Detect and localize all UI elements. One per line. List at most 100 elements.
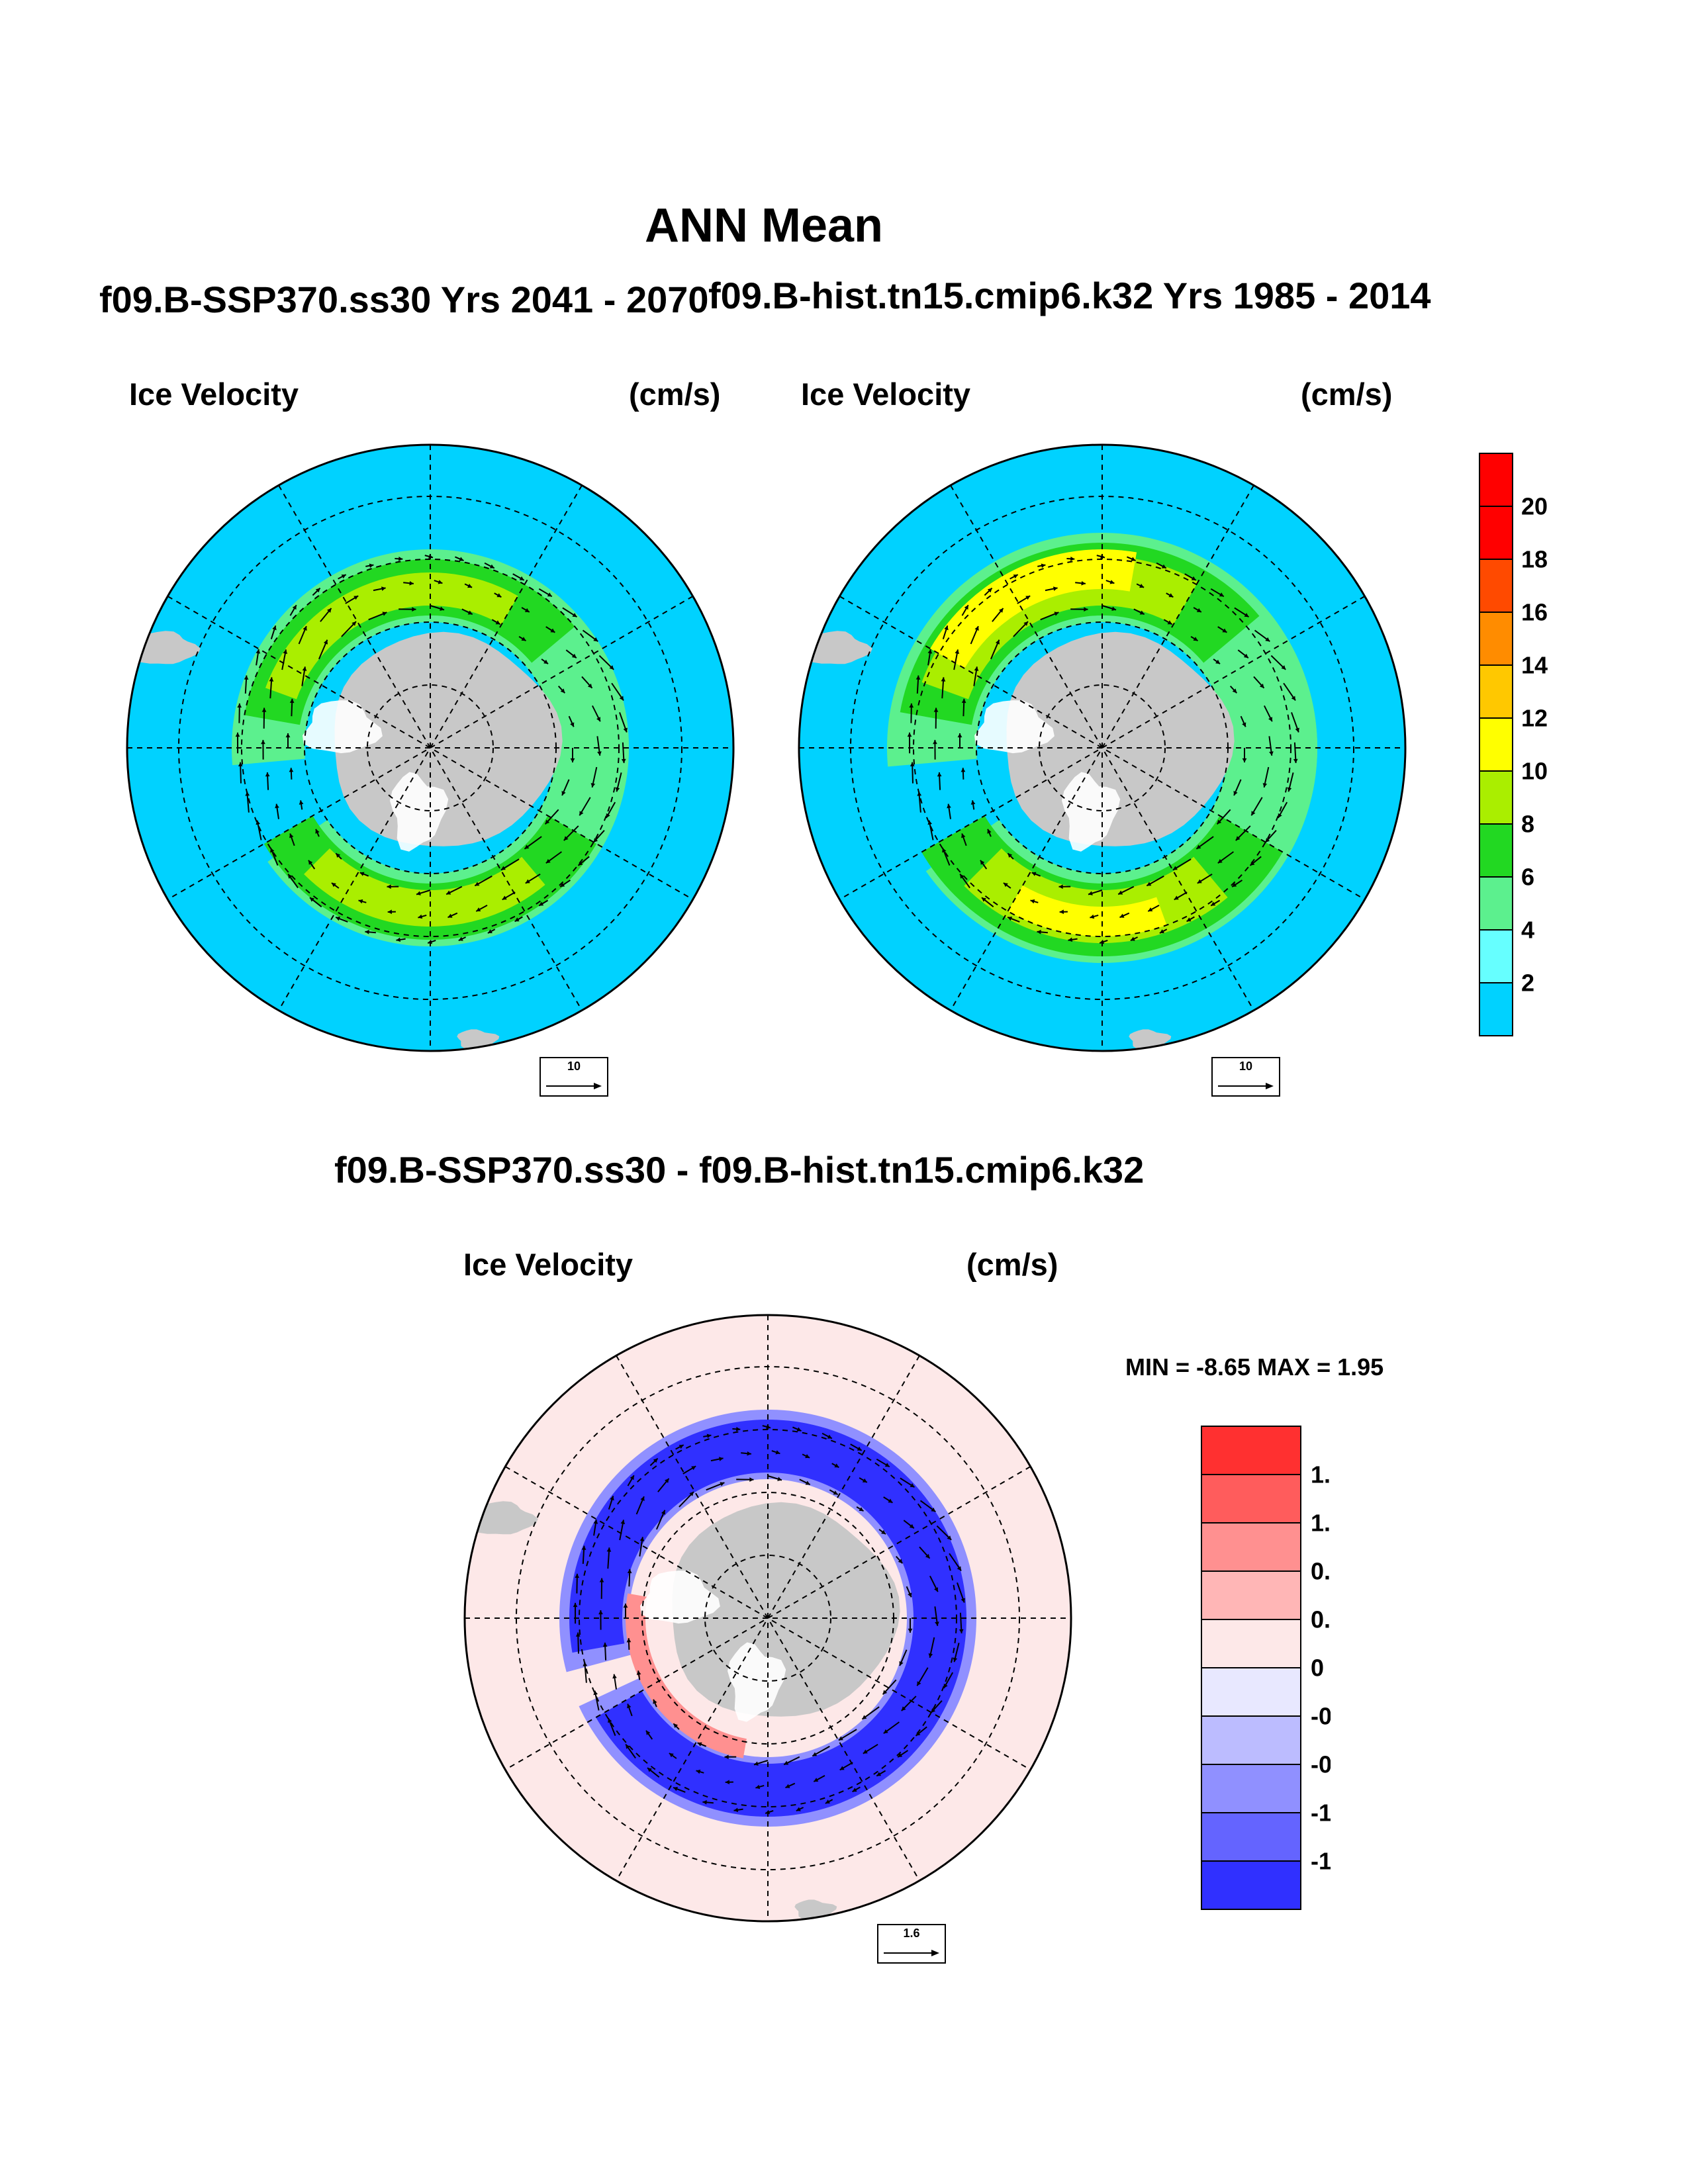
diff-colorbar-tick-label: -0.4 bbox=[1311, 1703, 1331, 1730]
right-velocity-arrowhead bbox=[1167, 620, 1172, 625]
diff-colorbar-box bbox=[1201, 1619, 1301, 1668]
right-velocity-arrowhead bbox=[937, 772, 942, 777]
right-velocity-arrowhead bbox=[961, 768, 966, 772]
diff-velocity-arrowhead bbox=[736, 1427, 741, 1432]
diff-velocity-arrowhead bbox=[689, 1492, 694, 1496]
diff-velocity-arrowhead bbox=[910, 1483, 915, 1488]
left-velocity-arrowhead bbox=[289, 698, 295, 704]
left-velocity-arrowhead bbox=[387, 909, 392, 915]
left-velocity-arrowhead bbox=[336, 917, 341, 921]
right-velocity-arrowhead bbox=[1196, 844, 1201, 849]
left-velocity-arrowhead bbox=[308, 860, 313, 865]
diff-velocity-arrowhead bbox=[599, 1578, 604, 1582]
main-colorbar-tick-label: 20 bbox=[1521, 493, 1548, 520]
right-velocity-arrowhead bbox=[1172, 866, 1178, 870]
left-meridian-line bbox=[167, 596, 694, 900]
left-velocity-arrowhead bbox=[285, 733, 291, 738]
left-velocity-arrowhead bbox=[336, 853, 341, 858]
diff-velocity-arrowhead bbox=[838, 1736, 843, 1741]
diff-velocity-arrowhead bbox=[925, 1553, 930, 1559]
diff-colorbar-box bbox=[1201, 1522, 1301, 1572]
right-velocity-arrowhead bbox=[1161, 564, 1166, 569]
left-velocity-arrowhead bbox=[299, 800, 304, 805]
right-velocity-arrowhead bbox=[1265, 637, 1270, 642]
diff-latitude-circle bbox=[641, 1492, 894, 1745]
diff-velocity-arrowhead bbox=[724, 1754, 729, 1760]
right-velocity-arrowhead bbox=[974, 666, 979, 671]
diff-velocity-arrowhead bbox=[706, 1433, 712, 1438]
diff-velocity-arrowhead bbox=[862, 1478, 867, 1482]
diff-velocity-arrowhead bbox=[626, 1744, 630, 1749]
right-unit-label: (cm/s) bbox=[1301, 377, 1393, 412]
diff-velocity-arrowhead bbox=[833, 1490, 838, 1495]
main-colorbar-box bbox=[1479, 929, 1513, 983]
diff-velocity-arrowhead bbox=[784, 1760, 789, 1765]
left-velocity-arrowhead bbox=[524, 844, 530, 849]
diff-tasmania-land bbox=[794, 1899, 837, 1919]
right-velocity-arrowhead bbox=[1191, 576, 1196, 580]
right-velocity-arrowhead bbox=[964, 605, 968, 610]
right-velocity-arrowhead bbox=[1031, 872, 1037, 876]
main-colorbar-box bbox=[1479, 982, 1513, 1036]
right-velocity-arrowhead bbox=[1196, 608, 1201, 612]
right-velocity-arrowhead bbox=[915, 675, 921, 680]
diff-velocity-arrowhead bbox=[673, 1723, 679, 1728]
right-velocity-arrowhead bbox=[974, 626, 979, 631]
left-velocity-arrowhead bbox=[621, 758, 626, 763]
diff-velocity-arrowhead bbox=[852, 1788, 857, 1792]
left-velocity-arrowhead bbox=[244, 675, 249, 680]
left-velocity-arrowhead bbox=[615, 787, 620, 792]
left-velocity-arrowhead bbox=[578, 861, 583, 866]
left-velocity-arrowhead bbox=[487, 929, 492, 933]
main-colorbar-box bbox=[1479, 664, 1513, 719]
diff-antarctica-land bbox=[672, 1502, 900, 1717]
diff-velocity-arrowhead bbox=[583, 1662, 588, 1666]
main-colorbar-tick-label: 2 bbox=[1521, 970, 1534, 997]
right-velocity-arrowhead bbox=[961, 698, 966, 704]
right-meridian-line bbox=[839, 596, 1366, 900]
left-velocity-arrowhead bbox=[571, 653, 577, 659]
difference-reference-vector: 1.6 bbox=[877, 1924, 946, 1964]
diff-velocity-arrowhead bbox=[646, 1730, 651, 1735]
right-velocity-arrowhead bbox=[987, 829, 992, 834]
left-velocity-arrowhead bbox=[409, 581, 414, 586]
main-colorbar-box bbox=[1479, 506, 1513, 560]
diff-colorbar-box bbox=[1201, 1812, 1301, 1862]
main-colorbar-tick-label: 8 bbox=[1521, 811, 1534, 838]
diff-colorbar-box bbox=[1201, 1474, 1301, 1524]
left-velocity-arrowhead bbox=[396, 937, 401, 942]
diff-velocity-arrowhead bbox=[755, 1784, 761, 1790]
right-velocity-arrowhead bbox=[961, 833, 966, 839]
diff-velocity-arrowhead bbox=[812, 1752, 818, 1756]
left-velocity-arrowhead bbox=[261, 707, 267, 712]
right-velocity-arrowhead bbox=[1068, 937, 1073, 942]
right-velocity-arrowhead bbox=[1250, 861, 1255, 866]
diff-velocity-arrowhead bbox=[733, 1807, 739, 1813]
diff-velocity-arrowhead bbox=[696, 1769, 701, 1774]
right-velocity-arrowhead bbox=[1041, 563, 1046, 568]
right-velocity-arrowhead bbox=[1130, 936, 1135, 941]
left-velocity-arrowhead bbox=[245, 792, 250, 796]
left-velocity-arrowhead bbox=[387, 884, 391, 889]
right-variable-label: Ice Velocity bbox=[801, 377, 971, 412]
diff-velocity-arrowhead bbox=[777, 1477, 782, 1481]
main-colorbar-box bbox=[1479, 876, 1513, 931]
diff-velocity-arrowhead bbox=[575, 1573, 580, 1578]
diff-velocity-arrowhead bbox=[593, 1520, 598, 1524]
left-velocity-arrowhead bbox=[382, 612, 387, 616]
left-velocity-arrowhead bbox=[476, 907, 481, 911]
left-velocity-arrowhead bbox=[289, 768, 294, 772]
diff-meridian-line bbox=[616, 1355, 920, 1882]
right-velocity-arrowhead bbox=[999, 608, 1004, 613]
diff-velocity-arrowhead bbox=[862, 1715, 867, 1719]
right-velocity-arrowhead bbox=[1148, 907, 1153, 911]
diff-velocity-arrowhead bbox=[908, 1628, 913, 1633]
left-velocity-arrowhead bbox=[561, 791, 566, 796]
right-velocity-arrowhead bbox=[1008, 853, 1013, 858]
left-velocity-arrowhead bbox=[593, 838, 598, 842]
right-velocity-arrowhead bbox=[1242, 758, 1247, 762]
left-velocity-arrowhead bbox=[587, 683, 592, 688]
right-velocity-arrowhead bbox=[1139, 610, 1145, 615]
diff-velocity-arrowhead bbox=[881, 1529, 886, 1535]
right-velocity-arrowhead bbox=[1295, 727, 1299, 733]
